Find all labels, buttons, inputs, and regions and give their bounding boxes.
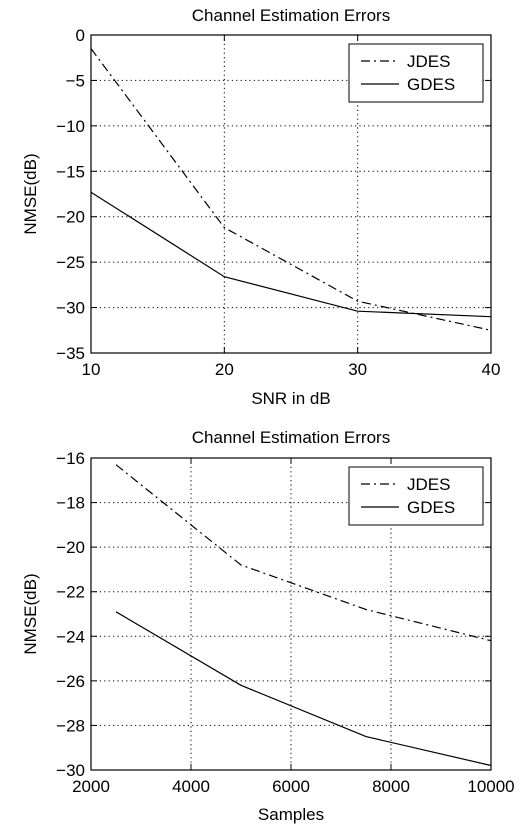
legend: JDES GDES bbox=[348, 43, 484, 103]
legend-label-jdes: JDES bbox=[407, 52, 450, 71]
y-tick-label: −10 bbox=[56, 117, 85, 136]
y-tick-label: −26 bbox=[56, 672, 85, 691]
x-tick-label: 10 bbox=[82, 360, 101, 379]
chart-title: Channel Estimation Errors bbox=[192, 428, 390, 447]
series-line-jdes bbox=[90, 48, 492, 331]
y-tick-label: −28 bbox=[56, 716, 85, 735]
y-tick-label: −16 bbox=[56, 449, 85, 468]
x-tick-label: 40 bbox=[482, 360, 501, 379]
y-tick-label: −30 bbox=[56, 761, 85, 780]
x-tick-label: 30 bbox=[348, 360, 367, 379]
y-axis-label: NMSE(dB) bbox=[21, 573, 40, 654]
legend-box bbox=[348, 43, 484, 103]
y-axis-label: NMSE(dB) bbox=[21, 153, 40, 234]
axes-frame bbox=[90, 34, 492, 354]
series-line-gdes bbox=[115, 611, 492, 767]
y-tick-label: −30 bbox=[56, 299, 85, 318]
y-tick-label: −22 bbox=[56, 583, 85, 602]
legend-label-jdes: JDES bbox=[407, 475, 450, 494]
y-tick-label: −15 bbox=[56, 162, 85, 181]
subplot-2: 2000 4000 6000 8000 10000 −16 −18 −20 −22 −24 −26 −… bbox=[21, 428, 515, 824]
y-tick-label: −24 bbox=[56, 627, 85, 646]
x-tick-label: 20 bbox=[215, 360, 234, 379]
y-tick-label: −20 bbox=[56, 538, 85, 557]
y-tick-label: −35 bbox=[56, 344, 85, 363]
legend: JDES GDES bbox=[348, 466, 484, 526]
subplot-1: 10 20 30 40 0 −5 −10 −15 −20 −25 −30 −35 Channel Est… bbox=[21, 6, 500, 408]
x-tick-label: 4000 bbox=[172, 777, 210, 796]
x-tick-label: 6000 bbox=[272, 777, 310, 796]
legend-box bbox=[348, 466, 484, 526]
series-line-jdes bbox=[115, 464, 492, 642]
legend-label-gdes: GDES bbox=[407, 75, 455, 94]
y-tick-label: −5 bbox=[66, 71, 85, 90]
y-tick-label: −18 bbox=[56, 494, 85, 513]
y-tick-label: −20 bbox=[56, 208, 85, 227]
x-tick-label: 10000 bbox=[467, 777, 514, 796]
chart-title: Channel Estimation Errors bbox=[192, 6, 390, 25]
x-tick-label: 8000 bbox=[372, 777, 410, 796]
y-tick-label: 0 bbox=[76, 26, 85, 45]
x-axis-label: Samples bbox=[258, 805, 324, 824]
series-line-gdes bbox=[90, 191, 492, 318]
x-tick-label: 2000 bbox=[72, 777, 110, 796]
y-tick-label: −25 bbox=[56, 253, 85, 272]
legend-label-gdes: GDES bbox=[407, 498, 455, 517]
x-axis-label: SNR in dB bbox=[251, 389, 330, 408]
